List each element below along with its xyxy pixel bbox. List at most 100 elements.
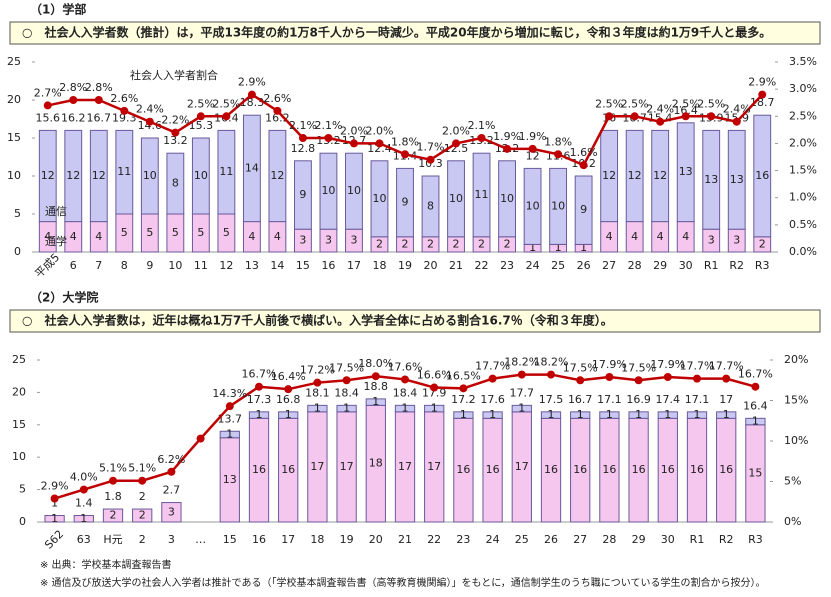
point-label: 5.1% [99, 462, 127, 475]
bar-segment [599, 411, 620, 419]
segment-label: 16 [456, 463, 470, 476]
bar-segment [702, 129, 721, 230]
point-label: 2.5% [187, 97, 215, 110]
point [630, 112, 639, 121]
total-label: 16.7 [568, 393, 593, 406]
segment-label: 10 [321, 184, 335, 197]
bar-segment [472, 152, 491, 238]
point [430, 383, 439, 392]
x-tick-label: 11 [194, 259, 208, 272]
total-label: 1.8 [104, 490, 122, 503]
segment-label: 4 [631, 230, 638, 243]
segment-label: 1 [518, 402, 525, 415]
segment-label: 12 [628, 169, 642, 182]
total-label: 17 [719, 393, 733, 406]
y2-tick-label: 20% [784, 353, 808, 366]
point-label: 1.9% [493, 130, 521, 143]
segment-label: 16 [632, 463, 646, 476]
section-title: （2）大学院 [30, 290, 98, 305]
x-tick-label: 20 [424, 259, 438, 272]
x-tick-label: 29 [653, 259, 667, 272]
section-title: （1）学部 [30, 2, 86, 17]
segment-label: 11 [117, 165, 131, 178]
segment-label: 2 [427, 237, 434, 250]
segment-label: 18 [369, 457, 383, 470]
segment-label: 4 [274, 230, 281, 243]
point-label: 2.5% [212, 97, 240, 110]
point-label: 16.5% [446, 369, 481, 382]
point-label: 17.2% [300, 364, 335, 377]
point [459, 384, 468, 393]
segment-label: 5 [146, 226, 153, 239]
x-tick-label: 21 [398, 533, 412, 546]
segment-label: 1 [752, 415, 759, 428]
x-tick-label: 21 [449, 259, 463, 272]
x-tick-label: R3 [755, 259, 770, 272]
bar-segment [394, 404, 416, 413]
point [145, 117, 154, 126]
segment-label: 16 [486, 463, 500, 476]
point [401, 375, 409, 384]
x-tick-label: R1 [704, 259, 719, 272]
bar-segment [574, 175, 593, 245]
point [50, 494, 59, 503]
point-label: 2.1% [289, 119, 317, 132]
summary-text: ○ 社会人入学者数は，近年は概ね1万7千人前後で横ばい。入学者全体に占める割合1… [22, 313, 613, 328]
bar-segment [64, 129, 83, 223]
segment-label: 9 [402, 196, 409, 209]
point-label: 17.6% [388, 360, 423, 373]
segment-label: 15 [748, 466, 762, 479]
x-tick-label: 22 [475, 259, 489, 272]
x-tick-label: 15 [296, 259, 310, 272]
y-tick-label: 25 [7, 55, 21, 68]
point [751, 382, 760, 391]
x-tick-label: … [195, 533, 206, 546]
x-tick-label: 12 [219, 259, 233, 272]
point [313, 378, 322, 387]
x-tick-label: 22 [427, 533, 441, 546]
x-tick-label: 23 [500, 259, 514, 272]
y-tick-label: 10 [12, 450, 26, 463]
total-label: 15.3 [189, 119, 214, 132]
y2-tick-label: 3.0% [789, 82, 817, 95]
bar-segment [217, 129, 236, 215]
x-tick-label: 25 [551, 259, 565, 272]
x-tick-label: 13 [245, 259, 259, 272]
point-label: 1.8% [544, 135, 572, 148]
point-label: 1.8% [391, 135, 419, 148]
segment-label: 1 [529, 241, 536, 254]
segment-label: 17 [310, 460, 324, 473]
point-label: 2.8% [59, 81, 87, 94]
point-label: 18.2% [504, 356, 539, 369]
x-tick-label: 19 [340, 533, 354, 546]
segment-label: 3 [325, 234, 332, 247]
x-tick-label: 24 [486, 533, 500, 546]
x-tick-label: 18 [372, 259, 386, 272]
bar-segment [511, 404, 532, 413]
point [222, 112, 231, 121]
segment-label: 1 [256, 408, 263, 421]
note: ※ 通信及び放送大学の社会人入学者は推計である（「学校基本調査報告書（高等教育機… [40, 576, 765, 589]
total-label: 2 [139, 490, 146, 503]
bar-segment [482, 411, 503, 419]
bar-segment [345, 152, 363, 230]
segment-label: 16 [661, 463, 675, 476]
segment-label: 11 [219, 165, 233, 178]
segment-label: 13 [704, 173, 718, 186]
bar-segment [365, 398, 386, 406]
total-label: 17.6 [480, 393, 505, 406]
bar-segment [132, 508, 153, 523]
point-label: 18.2% [534, 356, 569, 369]
segment-label: 16 [602, 463, 616, 476]
x-tick-label: 28 [602, 533, 616, 546]
x-tick-label: 30 [661, 533, 675, 546]
point [171, 128, 180, 137]
point [722, 374, 731, 383]
total-label: 12.8 [291, 142, 316, 155]
segment-label: 13 [730, 173, 744, 186]
y2-tick-label: 1.0% [789, 191, 817, 204]
bar-segment [396, 167, 414, 238]
point [196, 112, 205, 121]
point-label: 2.0% [366, 124, 394, 137]
segment-label: 5 [172, 226, 179, 239]
